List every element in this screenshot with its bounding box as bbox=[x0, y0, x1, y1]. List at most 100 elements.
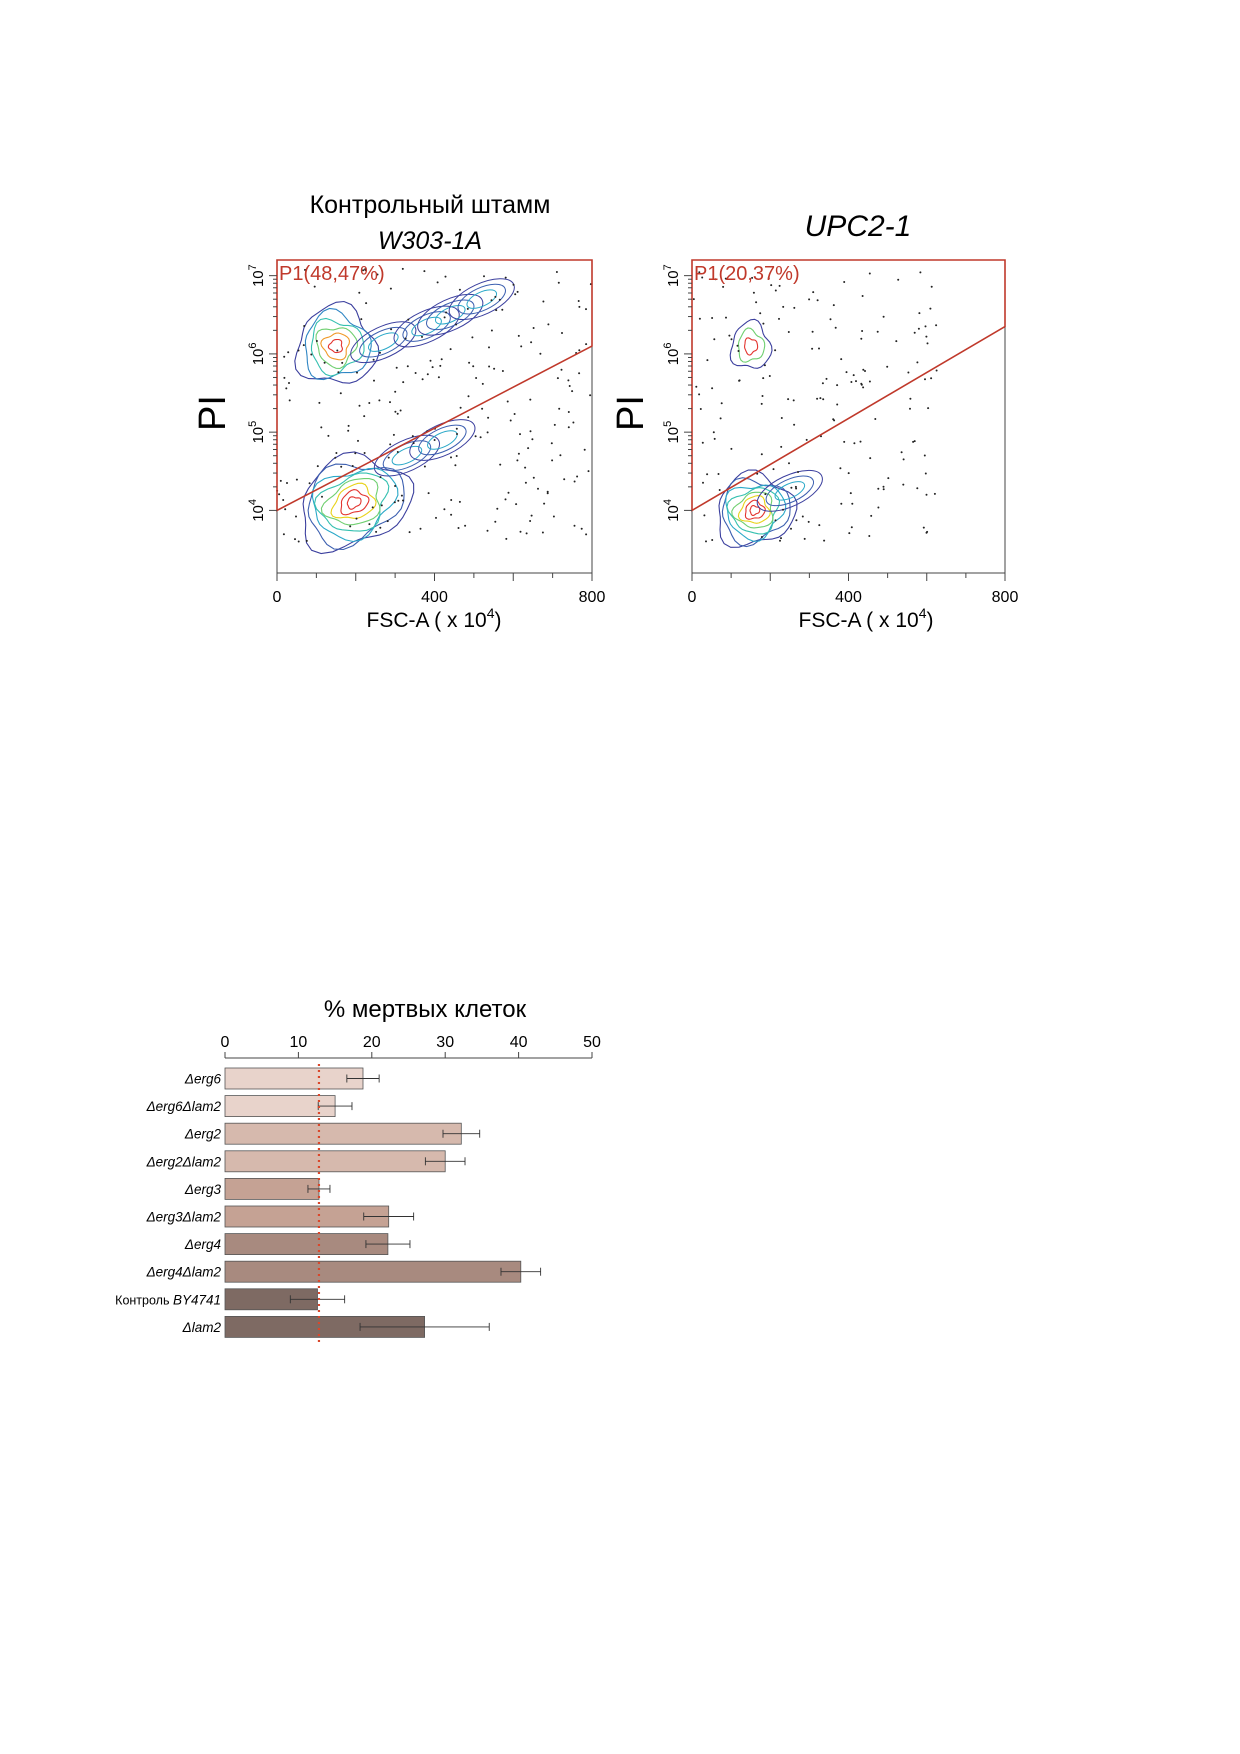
event-dot bbox=[407, 318, 410, 321]
gate-p1 bbox=[276, 259, 593, 512]
event-dot bbox=[876, 330, 879, 333]
event-dot bbox=[288, 382, 290, 384]
event-dot bbox=[421, 335, 423, 338]
flow-plot-upc2: UPC2-1 PI P1(20,37%) 104 105 106 107 0 400 80… bbox=[610, 210, 1018, 632]
event-dot bbox=[788, 462, 790, 465]
event-dot bbox=[720, 402, 723, 405]
event-dot bbox=[472, 365, 475, 368]
bar-label: Δerg6Δlam2 bbox=[146, 1099, 222, 1114]
event-dot bbox=[818, 347, 820, 350]
event-dot bbox=[793, 423, 796, 426]
event-dot bbox=[580, 527, 583, 530]
bar bbox=[224, 1122, 462, 1145]
contour-ring bbox=[726, 487, 781, 535]
event-dot bbox=[363, 415, 366, 418]
event-dot bbox=[436, 281, 439, 284]
event-dot bbox=[853, 442, 856, 445]
event-dot bbox=[394, 410, 397, 413]
event-dot bbox=[705, 540, 707, 543]
event-dot bbox=[834, 326, 837, 329]
contour-ring bbox=[434, 305, 466, 325]
event-dot bbox=[851, 502, 854, 505]
event-dot bbox=[772, 468, 775, 471]
event-dot bbox=[778, 317, 780, 320]
event-dot bbox=[481, 407, 484, 410]
contour-ring bbox=[315, 327, 358, 369]
event-dot bbox=[355, 517, 358, 520]
event-dot bbox=[467, 416, 470, 419]
event-dot bbox=[517, 452, 520, 455]
event-dot bbox=[513, 413, 516, 415]
contour-ring bbox=[327, 338, 343, 354]
bar-label: Δerg6 bbox=[184, 1072, 222, 1087]
bar-label: Контроль BY4741 bbox=[115, 1292, 221, 1307]
event-dot bbox=[567, 426, 570, 429]
event-dot bbox=[790, 527, 792, 530]
event-dot bbox=[375, 530, 378, 533]
top-axis-ticks: 0 10 20 30 40 50 bbox=[221, 1034, 601, 1058]
event-dot bbox=[501, 370, 504, 372]
event-dot bbox=[847, 472, 850, 475]
bar-row: Δerg3Δlam2 bbox=[146, 1205, 415, 1228]
event-dot bbox=[822, 398, 825, 401]
x-tick-label: 0 bbox=[273, 589, 282, 606]
contour-ring bbox=[302, 451, 415, 555]
event-dot bbox=[923, 454, 926, 457]
event-dot bbox=[360, 318, 363, 321]
event-dot bbox=[529, 398, 532, 401]
event-dot bbox=[930, 285, 933, 288]
event-dot bbox=[925, 531, 928, 534]
event-dot bbox=[755, 301, 758, 304]
event-dot bbox=[698, 393, 701, 396]
event-dot bbox=[902, 458, 905, 461]
event-dot bbox=[390, 328, 393, 331]
event-dot bbox=[751, 276, 754, 279]
event-dot bbox=[411, 435, 414, 438]
contour-ring bbox=[418, 424, 467, 456]
event-dot bbox=[877, 487, 880, 490]
event-dot bbox=[819, 397, 822, 400]
event-dot bbox=[364, 269, 367, 272]
event-dot bbox=[515, 503, 518, 506]
event-dot bbox=[913, 440, 916, 443]
event-dot bbox=[924, 378, 926, 381]
event-dot bbox=[778, 284, 781, 287]
event-dot bbox=[399, 409, 402, 412]
event-dot bbox=[542, 300, 545, 303]
event-dot bbox=[916, 487, 919, 490]
event-dot bbox=[897, 278, 900, 281]
event-dot bbox=[698, 271, 701, 274]
contour-ring bbox=[359, 326, 408, 358]
event-dot bbox=[303, 325, 306, 327]
bar-rows: Δerg6 Δerg6Δlam2 Δerg2 Δerg2Δlam2 Δerg3 Δerg3… bbox=[115, 1067, 542, 1338]
event-dot bbox=[487, 416, 490, 419]
event-dot bbox=[541, 531, 544, 534]
event-dot bbox=[464, 524, 467, 527]
event-dot bbox=[843, 281, 846, 283]
event-dot bbox=[924, 325, 927, 328]
event-dot bbox=[585, 343, 588, 346]
x-tick-label: 400 bbox=[421, 589, 448, 606]
event-dot bbox=[495, 309, 498, 312]
event-dot bbox=[860, 382, 863, 385]
event-dot bbox=[794, 485, 797, 488]
event-dot bbox=[389, 443, 392, 446]
event-dot bbox=[297, 540, 300, 543]
event-dot bbox=[318, 401, 321, 404]
event-dot bbox=[393, 501, 396, 504]
event-dot bbox=[868, 380, 871, 383]
event-dot bbox=[860, 337, 863, 340]
event-dot bbox=[443, 316, 446, 319]
event-dot bbox=[379, 526, 382, 529]
event-dot bbox=[530, 341, 533, 344]
event-dot bbox=[792, 399, 795, 402]
event-dot bbox=[787, 331, 790, 333]
event-dot bbox=[389, 287, 392, 290]
event-dot bbox=[870, 514, 873, 517]
event-dot bbox=[567, 379, 570, 382]
contour-ring bbox=[330, 482, 377, 519]
event-dot bbox=[840, 502, 843, 505]
event-dot bbox=[698, 317, 701, 320]
event-dot bbox=[501, 308, 504, 311]
event-dot bbox=[737, 350, 740, 352]
